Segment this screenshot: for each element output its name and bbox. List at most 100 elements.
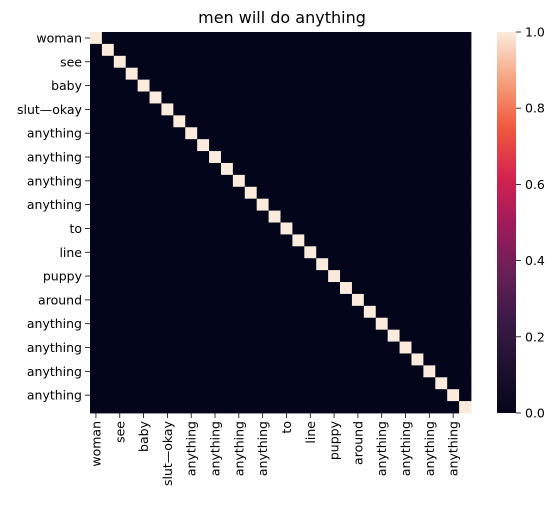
heatmap-cell — [459, 115, 472, 128]
heatmap-cell — [328, 198, 341, 211]
heatmap-cell — [113, 389, 127, 402]
heatmap-cell — [292, 67, 305, 81]
heatmap-cell — [363, 377, 377, 390]
heatmap-cell — [304, 198, 317, 211]
heatmap-cell — [161, 222, 174, 235]
heatmap-cell — [197, 365, 210, 378]
heatmap-cell — [435, 222, 448, 235]
heatmap-cell — [125, 186, 139, 200]
heatmap-cell — [173, 174, 186, 188]
heatmap-cell — [220, 151, 234, 164]
heatmap-cell — [304, 305, 317, 319]
heatmap-cell — [375, 282, 389, 295]
heatmap-cell — [423, 151, 436, 164]
heatmap-cell — [268, 174, 281, 188]
heatmap-cell — [232, 329, 246, 342]
heatmap-cell — [328, 353, 341, 366]
heatmap-cell — [244, 377, 258, 390]
heatmap-cell — [161, 162, 174, 176]
heatmap-cell — [459, 55, 472, 69]
heatmap-cell — [447, 365, 460, 378]
heatmap-cell — [197, 258, 210, 271]
heatmap-cell — [197, 186, 210, 200]
heatmap-cell — [268, 79, 281, 92]
heatmap-cell — [411, 377, 424, 390]
heatmap-cell — [256, 365, 269, 378]
heatmap-cell — [185, 139, 198, 152]
heatmap-cell — [423, 67, 436, 81]
heatmap-cell — [351, 127, 365, 140]
heatmap-cell — [113, 305, 127, 319]
heatmap-cell — [411, 305, 424, 319]
heatmap-cell — [90, 186, 103, 200]
heatmap-cell — [387, 305, 400, 319]
heatmap-cell — [447, 329, 460, 342]
heatmap-cell — [375, 32, 389, 45]
heatmap-cell — [197, 282, 210, 295]
heatmap-cell — [220, 258, 234, 271]
heatmap-cell — [209, 317, 222, 331]
heatmap-cell — [280, 103, 293, 116]
heatmap-cell — [125, 258, 139, 271]
heatmap-cell — [125, 222, 139, 235]
heatmap-cell — [423, 186, 436, 200]
heatmap-cell — [411, 317, 424, 331]
heatmap-cell — [113, 293, 127, 307]
heatmap-cell — [340, 234, 353, 247]
heatmap-cell — [149, 32, 162, 45]
heatmap-cell — [399, 234, 412, 247]
heatmap-cell — [161, 389, 174, 402]
heatmap-cell — [447, 127, 460, 140]
heatmap-cell — [256, 91, 269, 104]
y-tick-label: anything — [27, 364, 82, 379]
heatmap-cell — [375, 115, 389, 128]
heatmap-cell — [90, 282, 103, 295]
heatmap-cell — [125, 139, 139, 152]
heatmap-cell — [220, 43, 234, 57]
heatmap-cell — [340, 55, 353, 69]
y-tick-label: puppy — [43, 269, 83, 284]
heatmap-cell — [328, 401, 341, 414]
heatmap-cell — [423, 246, 436, 259]
heatmap-cell — [220, 270, 234, 283]
heatmap-cell — [340, 67, 353, 81]
heatmap-cell — [316, 305, 329, 319]
heatmap-cell — [351, 353, 365, 366]
heatmap-cell — [244, 115, 258, 128]
heatmap-cell — [232, 79, 246, 92]
heatmap-cell — [161, 377, 174, 390]
heatmap-cell — [340, 210, 353, 223]
heatmap-cell — [137, 222, 150, 235]
y-tick-label: anything — [27, 340, 82, 355]
heatmap-cell — [137, 186, 150, 200]
heatmap-cell — [340, 162, 353, 176]
heatmap-cell — [304, 389, 317, 402]
heatmap-cell — [185, 270, 198, 283]
heatmap-cell — [101, 293, 115, 307]
heatmap-cell — [399, 139, 412, 152]
heatmap-cell — [459, 258, 472, 271]
heatmap-cell — [375, 401, 389, 414]
heatmap-cell — [232, 317, 246, 331]
heatmap-cell — [387, 317, 400, 331]
heatmap-cell — [387, 162, 400, 176]
heatmap-cell — [137, 317, 150, 331]
heatmap-cell — [232, 43, 246, 57]
heatmap-cell — [90, 305, 103, 319]
heatmap-cell — [137, 365, 150, 378]
heatmap-cell — [316, 282, 329, 295]
heatmap-cell — [149, 151, 162, 164]
heatmap-cell — [90, 222, 103, 235]
heatmap-cell — [244, 258, 258, 271]
heatmap-cell — [423, 222, 436, 235]
heatmap-cell — [316, 151, 329, 164]
heatmap-cell — [351, 210, 365, 223]
heatmap-cell — [399, 198, 412, 211]
heatmap-cell — [137, 282, 150, 295]
heatmap-cell — [363, 115, 377, 128]
heatmap-cell — [113, 234, 127, 247]
heatmap-cell — [387, 103, 400, 116]
heatmap-cell — [363, 198, 377, 211]
heatmap-cell — [340, 365, 353, 378]
heatmap-cell — [161, 127, 174, 140]
